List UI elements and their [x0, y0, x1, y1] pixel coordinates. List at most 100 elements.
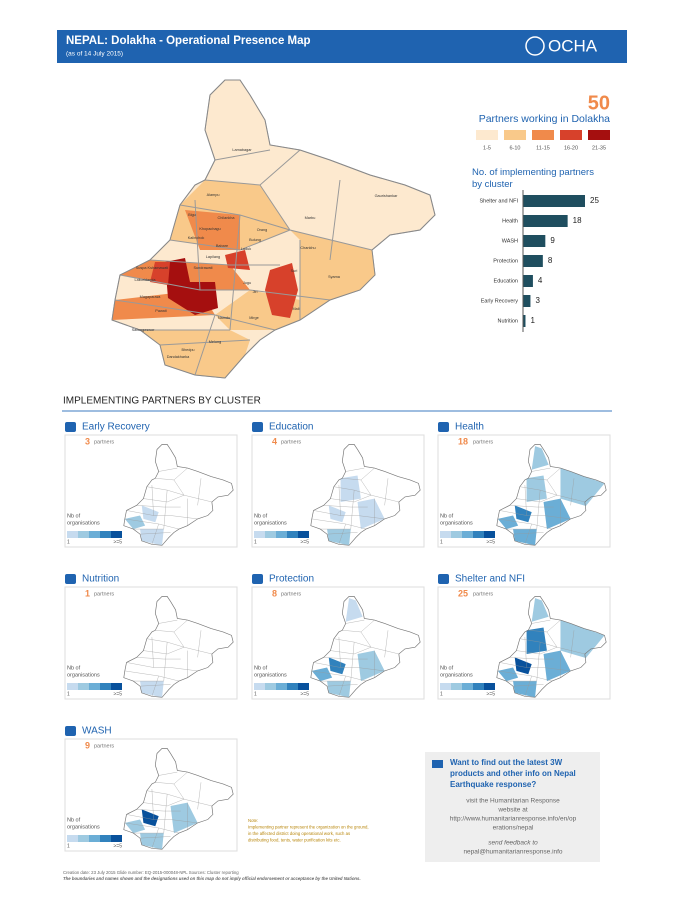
- mini-area: [531, 598, 549, 622]
- panel-frame: [437, 434, 611, 548]
- place-label: Marbu: [305, 216, 316, 220]
- area: [185, 210, 240, 250]
- info-feedback: nepal@humanitarianresponse.info: [463, 849, 562, 856]
- legend-swatch: [78, 835, 89, 842]
- mini-area: [345, 598, 363, 622]
- place-label: Chilankha: [218, 216, 236, 220]
- logo-emblem: [525, 36, 545, 56]
- legend-title: organisations: [440, 672, 473, 678]
- legend-min: 1: [67, 539, 70, 545]
- legend-title: organisations: [254, 520, 287, 526]
- legend-swatch: [462, 683, 473, 690]
- info-body: http://www.humanitarianresponse.info/en/…: [450, 816, 577, 823]
- legend-max: >=5: [113, 691, 122, 697]
- place-label: Suri: [291, 269, 298, 273]
- mini-area: [311, 667, 333, 682]
- mini-map: [123, 444, 234, 546]
- note-line: distributing food, tents, water purifica…: [248, 838, 341, 843]
- place-label: Jugu: [243, 281, 251, 285]
- area: [150, 262, 170, 285]
- info-box: [425, 752, 600, 862]
- area: [265, 263, 298, 318]
- legend-swatch: [484, 683, 495, 690]
- info-text: Want to find out the latest 3W products a…: [450, 758, 577, 856]
- mini-area: [327, 681, 351, 698]
- panel-frame: [437, 586, 611, 700]
- mini-area: [140, 681, 164, 698]
- mini-area: [357, 498, 385, 530]
- place-label: Syama: [328, 275, 341, 279]
- mini-area: [140, 529, 164, 546]
- legend-title: organisations: [67, 672, 100, 678]
- place-label: Suspa Kshamawati: [136, 266, 169, 270]
- legend-swatch: [476, 130, 498, 140]
- bar-category: Nutrition: [498, 318, 518, 324]
- place-label: Orang: [257, 228, 268, 232]
- folder-icon: [432, 760, 443, 768]
- cluster-name: Shelter and NFI: [455, 574, 525, 585]
- mini-area: [560, 620, 605, 659]
- place-label: Bigu: [188, 213, 196, 217]
- legend-swatch: [532, 130, 554, 140]
- logo-text: OCHA: [548, 36, 598, 55]
- legend-title: Nb of: [67, 513, 81, 519]
- mini-map: [496, 444, 607, 546]
- cluster-count: 3: [85, 436, 90, 446]
- legend-swatch: [89, 835, 100, 842]
- legend-swatch: [111, 683, 122, 690]
- header-subtitle: (as of 14 July 2015): [66, 51, 123, 58]
- bar-category: Early Recovery: [481, 298, 519, 304]
- total-partners: 50: [588, 92, 610, 114]
- mini-area: [357, 650, 385, 682]
- bar-category: Shelter and NFI: [479, 198, 518, 204]
- bar-category: Education: [494, 278, 518, 284]
- panel-frame: [64, 738, 238, 852]
- legend-swatch: [473, 531, 484, 538]
- note: Note: Implementing partner represent the …: [248, 818, 369, 843]
- mini-area: [140, 833, 164, 850]
- mini-area: [328, 657, 346, 675]
- legend-swatch: [451, 683, 462, 690]
- bar-value: 4: [538, 276, 543, 285]
- cluster-icon: [65, 574, 76, 584]
- bar: [523, 195, 585, 207]
- legend-max: >=5: [300, 691, 309, 697]
- note-line: in the affected district doing operation…: [248, 831, 350, 836]
- legend-title: organisations: [440, 520, 473, 526]
- legend-swatch: [100, 835, 111, 842]
- mini-outline: [123, 748, 234, 850]
- place-label: Bulung: [249, 238, 261, 242]
- mini-outline: [123, 596, 234, 698]
- legend-swatch: [111, 835, 122, 842]
- bar: [523, 235, 546, 247]
- footer-line: The boundaries and names shown and the d…: [63, 876, 361, 881]
- cluster-name: Early Recovery: [82, 422, 150, 433]
- cluster-icon: [65, 726, 76, 736]
- place-label: Lakuridanda: [135, 278, 157, 282]
- partners-text: partners: [281, 439, 301, 445]
- bar-chart: No. of implementing partners by cluster Sh…: [472, 167, 599, 332]
- place-label: Magapauwa: [140, 295, 162, 299]
- cluster-count: 18: [458, 436, 468, 446]
- cluster-name: Health: [455, 422, 484, 433]
- cluster-panel: Shelter and NFI 25 partners Nb oforganisati…: [437, 574, 611, 700]
- place-label: Lamabagar: [232, 148, 252, 152]
- place-label: Alampu: [207, 193, 220, 197]
- note-line: Note:: [248, 818, 258, 823]
- footer: Creation date: 23 July 2015 Glide number…: [63, 870, 361, 881]
- partners-text: partners: [281, 591, 301, 597]
- cluster-icon: [438, 574, 449, 584]
- place-label: Jiri: [253, 290, 258, 294]
- info-feedback: send feedback to: [488, 840, 538, 847]
- total-label: Partners working in Dolakha: [479, 113, 610, 125]
- mini-map: [123, 596, 234, 698]
- legend-title: Nb of: [67, 817, 81, 823]
- bar-category: Health: [502, 218, 518, 224]
- place-label: Laduk: [241, 247, 251, 251]
- footer-line: Creation date: 23 July 2015 Glide number…: [63, 870, 239, 875]
- bar: [523, 215, 568, 227]
- legend-swatch: [473, 683, 484, 690]
- legend-swatch: [265, 531, 276, 538]
